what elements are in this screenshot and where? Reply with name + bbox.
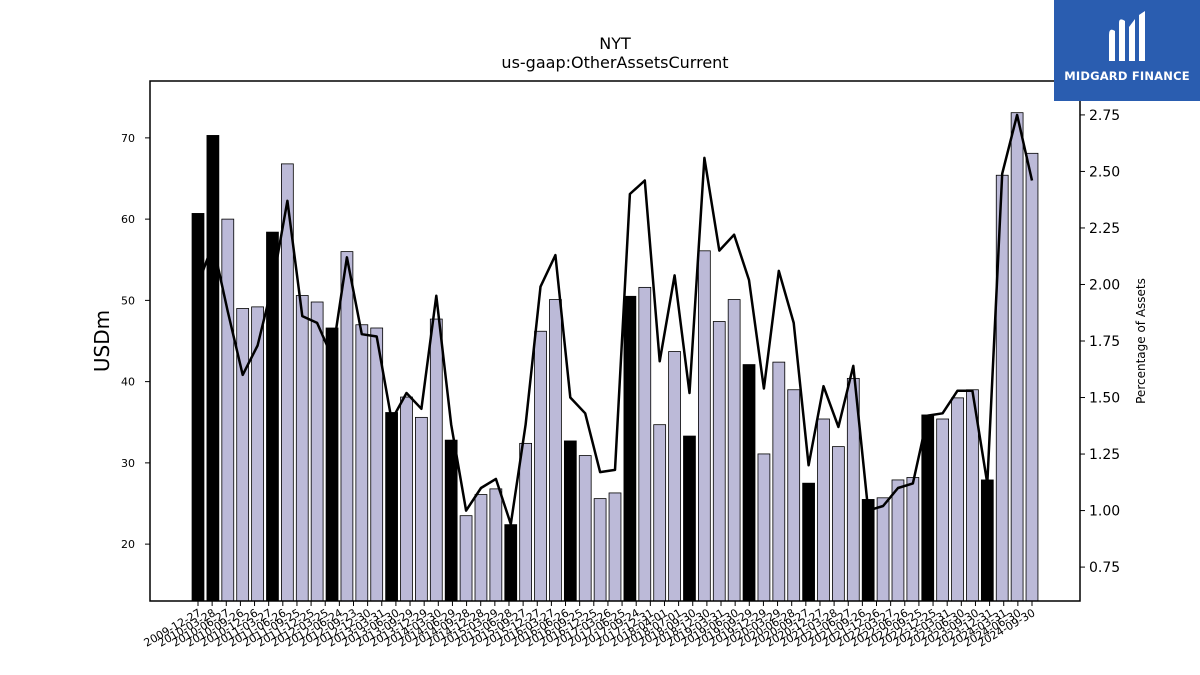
bar-2022-06-26 [936, 418, 950, 602]
bar-2017-06-25 [638, 286, 652, 602]
y2-tick-label: 2.00 [1089, 277, 1120, 293]
bar-2018-04-01 [683, 435, 696, 602]
bar-2014-09-28 [474, 494, 488, 602]
y2-axis: 0.75 1.00 1.25 1.50 1.75 2.00 2.25 2.50 2.75 [1080, 108, 1120, 576]
y-tick-label: 70 [121, 132, 135, 145]
bar-2017-09-24 [653, 424, 667, 602]
y-tick-label: 40 [121, 376, 135, 389]
bar-2020-03-29 [802, 482, 815, 602]
bar-2012-09-23 [355, 324, 369, 602]
bar-2018-12-30 [727, 299, 741, 602]
y2-tick-label: 2.75 [1089, 108, 1120, 124]
bar-2013-12-29 [429, 318, 443, 602]
bar-2018-07-01 [698, 250, 711, 602]
y2-tick-label: 2.50 [1089, 164, 1120, 180]
midgard-m-icon [1109, 11, 1145, 61]
bar-2014-06-29 [459, 515, 473, 602]
y-tick-label: 60 [121, 213, 135, 226]
bar-2016-03-27 [563, 440, 577, 602]
bar-2021-03-28 [861, 499, 875, 602]
bar-2023-03-31 [980, 479, 994, 602]
x-axis: 2009-12-272010-03-282010-06-272010-09-26… [142, 601, 1038, 650]
bar-2015-12-27 [549, 299, 562, 602]
bar-2019-06-30 [757, 453, 771, 602]
bar-2019-03-31 [742, 364, 756, 602]
bar-2017-12-31 [668, 351, 681, 602]
bar-2013-09-29 [415, 416, 428, 602]
bar-2012-12-30 [370, 327, 384, 602]
bar-2022-03-27 [921, 414, 935, 602]
y2-tick-label: 1.50 [1089, 391, 1120, 407]
y2-tick-label: 1.25 [1089, 447, 1120, 463]
y2-tick-label: 1.00 [1089, 504, 1120, 520]
bar-2010-06-27 [221, 218, 235, 602]
bar-2016-09-25 [593, 498, 607, 602]
bar-2022-09-25 [951, 397, 964, 602]
logo-text: MIDGARD FINANCE [1064, 69, 1190, 83]
bar-2012-03-25 [325, 327, 339, 602]
bar-2019-09-29 [772, 361, 786, 602]
bar-2016-06-26 [578, 455, 592, 602]
bar-2020-06-28 [817, 418, 830, 602]
bar-2019-12-29 [787, 389, 801, 602]
y2-axis-label: Percentage of Assets [1134, 278, 1148, 404]
bar-2013-03-31 [385, 412, 398, 602]
bar-2011-09-25 [295, 295, 309, 602]
bar-2021-09-26 [891, 479, 905, 602]
y-tick-label: 20 [121, 538, 135, 551]
bar-2015-09-27 [534, 330, 547, 602]
bar-2013-06-30 [400, 396, 413, 602]
bar-2023-12-31 [1025, 152, 1039, 602]
pct-assets-line [196, 113, 1034, 526]
bar-2018-09-30 [712, 321, 726, 602]
bar-2015-03-29 [504, 524, 518, 602]
y2-tick-label: 1.75 [1089, 334, 1120, 350]
chart-subtitle: us-gaap:OtherAssetsCurrent [501, 53, 728, 72]
bar-2012-06-24 [340, 251, 354, 602]
logo-badge: MIDGARD FINANCE [1054, 0, 1200, 101]
bar-2015-06-28 [519, 442, 533, 602]
bar-2020-09-27 [832, 446, 845, 602]
y-tick-label: 30 [121, 457, 135, 470]
bar-2014-03-30 [444, 439, 458, 602]
bar-2014-12-28 [489, 488, 503, 602]
bar-2021-12-26 [906, 477, 920, 602]
y-axis-label: USDm [90, 310, 114, 372]
bar-2023-09-30 [1010, 112, 1024, 602]
y2-tick-label: 2.25 [1089, 221, 1120, 237]
bar-2010-12-26 [251, 306, 264, 602]
bar-2011-12-25 [310, 301, 324, 602]
bar-2021-06-27 [876, 497, 890, 602]
y2-tick-label: 0.75 [1089, 560, 1120, 576]
chart-title: NYT [599, 34, 631, 53]
bars-group [191, 112, 1039, 602]
bar-2010-03-28 [206, 135, 220, 602]
bar-2016-12-25 [608, 492, 622, 602]
y-axis: 20 30 40 50 60 70 [121, 132, 150, 551]
bar-2017-03-26 [623, 295, 637, 602]
y-tick-label: 50 [121, 294, 135, 307]
